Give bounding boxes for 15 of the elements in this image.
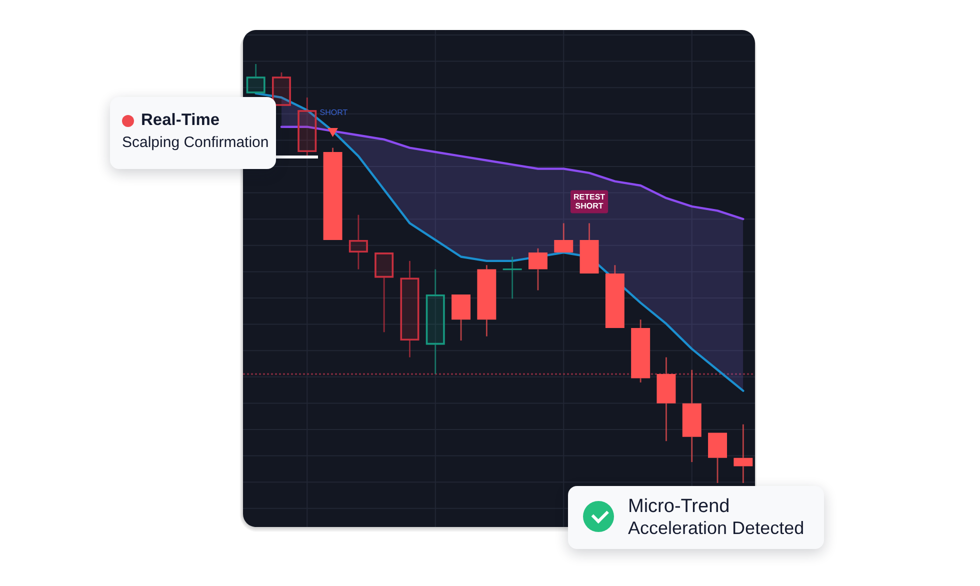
annotation: RETEST SHORT xyxy=(573,192,606,210)
candlestick xyxy=(348,214,368,270)
callout-card: Micro-Trend Acceleration Detected xyxy=(568,486,824,549)
candlestick xyxy=(298,96,317,157)
candlestick xyxy=(400,260,420,358)
series-label: SHORT xyxy=(320,108,348,118)
candlestick xyxy=(682,369,702,463)
candlestick xyxy=(502,256,523,300)
candlestick xyxy=(631,318,650,384)
callout-card: Real-Time Scalping Confirmation xyxy=(110,97,276,169)
candlestick xyxy=(734,424,753,484)
candlestick xyxy=(477,264,496,338)
candlestick xyxy=(656,356,676,442)
annotation: Scalping Confirmation xyxy=(122,134,269,152)
candlestick xyxy=(426,268,445,375)
